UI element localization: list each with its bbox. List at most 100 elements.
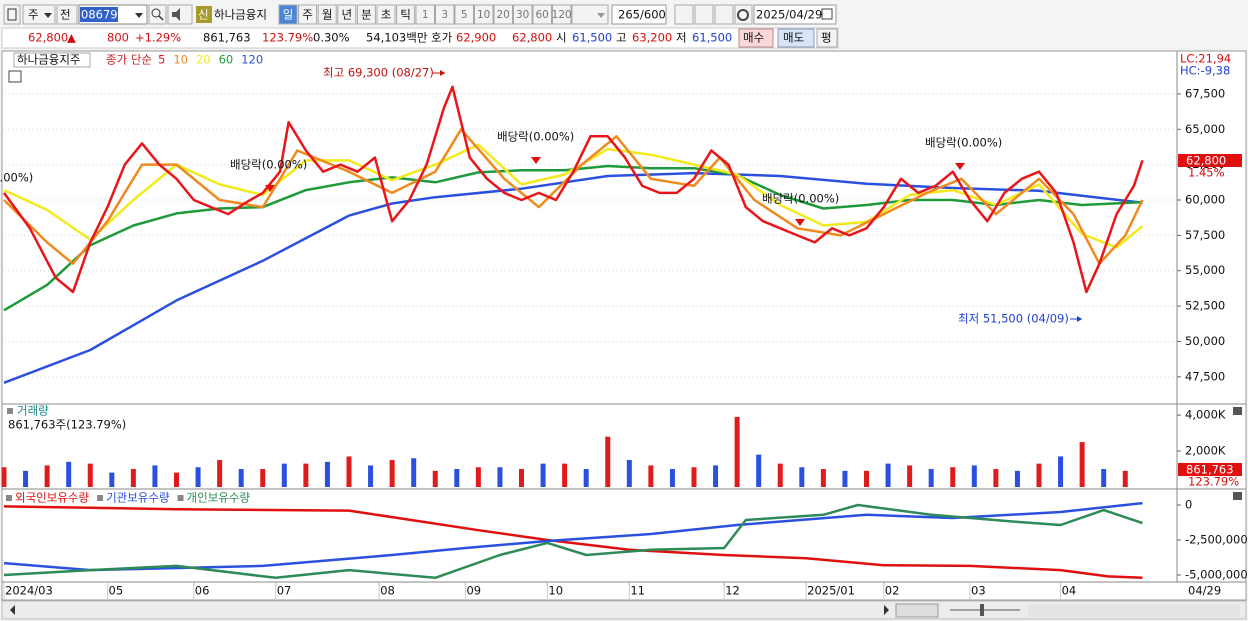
change-arrow: ▲: [67, 31, 76, 45]
lc-label: LC:21,94: [1180, 52, 1231, 66]
date: 2025/04/29: [756, 8, 822, 22]
high-label: 고: [616, 31, 627, 45]
amount: 54,103백만: [366, 31, 428, 45]
save-button[interactable]: [714, 4, 734, 25]
interval-button[interactable]: [513, 4, 533, 25]
interval-button[interactable]: [493, 4, 513, 25]
annotation: 배당락(0.00%): [0, 171, 33, 185]
volume-bar: [1101, 469, 1107, 487]
period-button[interactable]: [317, 4, 337, 25]
period-button[interactable]: [278, 4, 298, 25]
volume-bar: [734, 416, 740, 487]
zoom-thumb[interactable]: [980, 604, 984, 616]
period-button[interactable]: [356, 4, 376, 25]
volume-bar: [605, 436, 611, 487]
x-tick-label: 12: [725, 584, 740, 598]
icon: [7, 8, 17, 21]
annotation: 배당락(0.00%): [925, 136, 1002, 150]
table-icon[interactable]: [8, 70, 22, 83]
legend-swatch: [97, 495, 104, 501]
volume-badge: 861,763: [1186, 463, 1234, 477]
series-line: [2, 85, 1144, 294]
tool-button[interactable]: [694, 4, 714, 25]
panel-close[interactable]: [1233, 407, 1242, 415]
dropdown-arrow: [44, 13, 52, 18]
interval-button[interactable]: [532, 4, 552, 25]
interval-button[interactable]: [474, 4, 494, 25]
interval-button[interactable]: [435, 4, 455, 25]
tool-button[interactable]: [674, 4, 694, 25]
open: 61,500: [572, 31, 612, 45]
dropdown-arrow: [597, 13, 605, 18]
y-tick-label: 47,500: [1185, 369, 1225, 383]
bid: 62,800: [512, 31, 552, 45]
volume-bar: [454, 469, 460, 487]
scroll-left[interactable]: [10, 605, 15, 615]
buy-button[interactable]: [738, 28, 774, 48]
volume-bar: [411, 458, 417, 487]
interval-button[interactable]: [552, 4, 572, 25]
period-label: 일: [283, 8, 294, 22]
interval-select[interactable]: [571, 4, 609, 25]
avg: 평: [821, 31, 832, 45]
volume-bar: [368, 465, 374, 487]
period-label: 주: [302, 8, 313, 22]
y-tick-label: 0: [1185, 498, 1192, 512]
volume-bar: [907, 465, 913, 487]
search-button[interactable]: [148, 4, 167, 25]
panel: 4,000K 2,000K: [1, 408, 1226, 487]
chart-title: 하나금융지주: [17, 53, 80, 67]
volume-bar: [432, 470, 438, 487]
interval-label: 120: [552, 9, 572, 21]
volume-bar: [864, 470, 869, 487]
avg-button[interactable]: [816, 28, 838, 48]
date-input[interactable]: [753, 4, 837, 25]
chart-frame: [1, 50, 1247, 601]
volume-bar: [885, 463, 891, 487]
market-select[interactable]: [22, 4, 56, 25]
y-tick-label: 57,500: [1185, 228, 1225, 242]
panel-close[interactable]: [1233, 492, 1242, 500]
series-line: [3, 128, 1144, 265]
menu-button[interactable]: [3, 4, 21, 25]
series-line: [3, 164, 1143, 312]
sell: 매도: [783, 31, 804, 45]
icon: [172, 8, 180, 21]
period-button[interactable]: [396, 4, 416, 25]
low: 61,500: [692, 31, 732, 45]
play-controls[interactable]: [895, 603, 939, 618]
y-tick-label: 52,500: [1185, 299, 1225, 313]
volume-bar: [260, 469, 266, 487]
period-button[interactable]: [298, 4, 318, 25]
scope-select[interactable]: [56, 4, 78, 25]
buy: 매수: [743, 31, 764, 45]
price-badge: 62,800: [1186, 154, 1226, 168]
period-button[interactable]: [337, 4, 357, 25]
annotation-arrowhead: [955, 163, 965, 170]
scroll-right[interactable]: [884, 605, 889, 615]
interval-button[interactable]: [415, 4, 435, 25]
x-tick-label: 07: [277, 584, 292, 598]
count-input[interactable]: [611, 4, 667, 25]
interval-button[interactable]: [454, 4, 474, 25]
period-button[interactable]: [376, 4, 396, 25]
draw-tools[interactable]: [1028, 604, 1240, 617]
sell-button[interactable]: [777, 28, 815, 48]
quote-bar: 62,800 ▲ 800 +1.29% 861,763 123.79% 0.30…: [1, 27, 839, 49]
period-label: 년: [342, 8, 353, 22]
x-tick-label: 11: [630, 584, 645, 598]
volume-bar: [669, 469, 675, 487]
y-tick-label: -5,000,000: [1185, 567, 1248, 581]
volume-bar: [303, 463, 309, 487]
volume-bar: [971, 465, 977, 487]
legend-entry: 60: [219, 53, 234, 67]
volume-bar: [562, 463, 568, 487]
annotation-arrowhead: [265, 185, 275, 192]
scope: 전: [60, 8, 71, 22]
interval-label: 5: [461, 9, 468, 21]
annotation: 배당락(0.00%): [762, 192, 839, 206]
dropdown-arrow: [135, 13, 143, 18]
volume-bar: [713, 465, 719, 487]
